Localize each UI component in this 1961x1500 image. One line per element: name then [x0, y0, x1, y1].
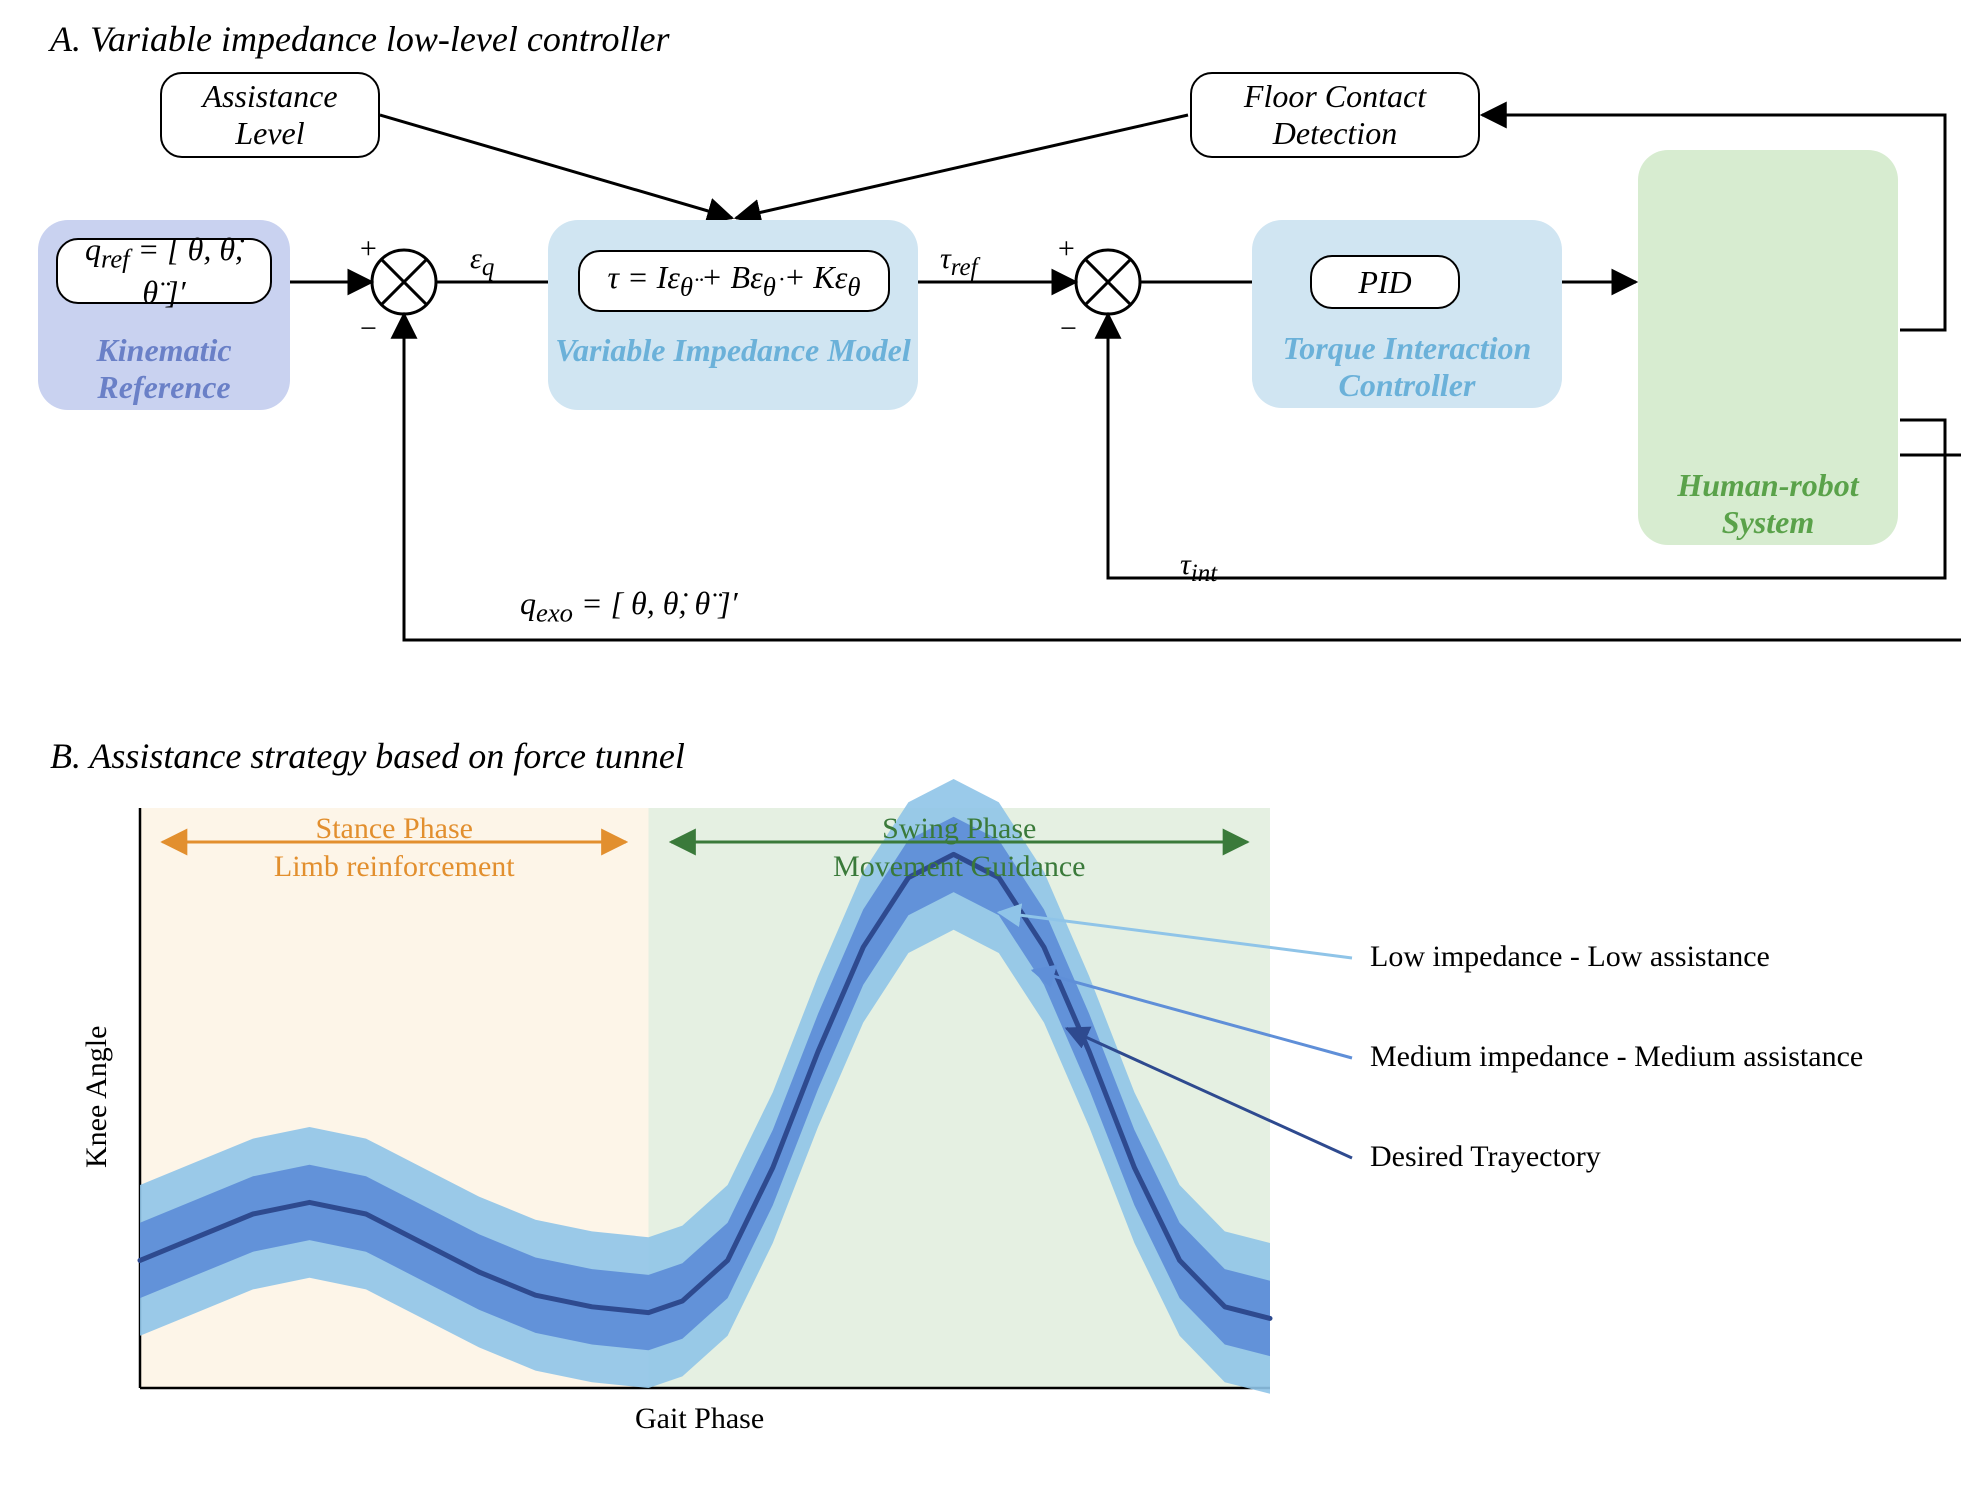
wire-5	[380, 115, 732, 218]
signal-minus2: −	[1058, 312, 1078, 346]
group-impedance	[548, 220, 918, 410]
legend-1: Medium impedance - Medium assistance	[1370, 1040, 1863, 1074]
signal-eps_q: εq	[470, 242, 494, 282]
signal-plus2: +	[1056, 232, 1076, 266]
signal-tau_int: τint	[1180, 548, 1217, 588]
block-pid: PID	[1310, 255, 1460, 309]
phase-stance: Stance PhaseLimb reinforcement	[140, 810, 649, 885]
wire-6	[736, 115, 1188, 218]
xlabel: Gait Phase	[635, 1402, 764, 1436]
signal-plus1: +	[358, 232, 378, 266]
phase-swing: Swing PhaseMovement Guidance	[649, 810, 1271, 885]
block-impedance: τ = Iεθ̈ + Bεθ̇ + Kεθ	[578, 250, 890, 312]
ylabel: Knee Angle	[80, 1026, 114, 1168]
group-impedance-label: Variable Impedance Model	[548, 332, 918, 369]
legend-0: Low impedance - Low assistance	[1370, 940, 1770, 974]
group-human-label: Human-robot System	[1638, 467, 1898, 541]
group-kinematic-label: Kinematic Reference	[38, 332, 290, 406]
block-qref: qref = [ θ, θ̇, θ̈ ]′	[56, 238, 272, 304]
block-floorContact: Floor ContactDetection	[1190, 72, 1480, 158]
signal-minus1: −	[358, 312, 378, 346]
signal-qexo: qexo = [ θ, θ̇, θ̈ ]′	[520, 585, 738, 628]
group-torque-label: Torque Interaction Controller	[1252, 330, 1562, 404]
signal-tau_ref: τref	[940, 242, 978, 282]
block-assistance: AssistanceLevel	[160, 72, 380, 158]
legend-2: Desired Trayectory	[1370, 1140, 1601, 1174]
